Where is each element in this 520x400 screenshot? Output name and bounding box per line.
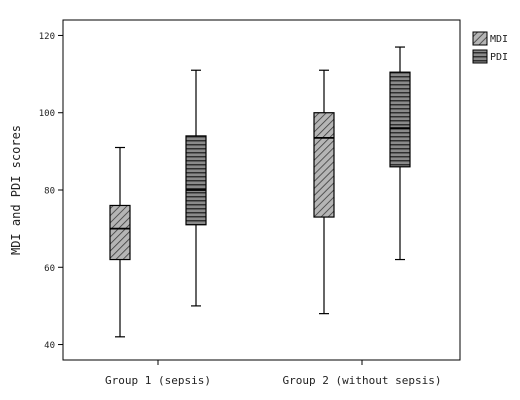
box-pdi-1 <box>185 69 207 307</box>
y-axis-ticks: 40 60 80 100 120 <box>39 32 63 351</box>
box-series <box>109 46 411 338</box>
x-tick-label: Group 1 (sepsis) <box>105 374 211 387</box>
box-iqr <box>185 135 207 226</box>
y-tick-label: 120 <box>39 32 55 42</box>
legend-swatch-mdi <box>472 31 488 46</box>
y-tick-label: 100 <box>39 109 55 119</box>
x-axis-ticks: Group 1 (sepsis) Group 2 (without sepsis) <box>105 360 441 387</box>
legend-label-pdi: PDI <box>490 52 508 63</box>
legend: MDI PDI <box>472 31 508 64</box>
box-pdi-2 <box>389 46 411 261</box>
y-tick-label: 80 <box>44 187 55 197</box>
legend-swatch-pdi <box>472 49 488 64</box>
box-iqr <box>313 112 335 218</box>
y-tick-label: 40 <box>44 341 55 351</box>
y-axis-label: MDI and PDI scores <box>9 125 23 255</box>
box-mdi-1 <box>109 146 131 338</box>
box-mdi-2 <box>313 69 335 315</box>
legend-label-mdi: MDI <box>490 34 508 45</box>
y-tick-label: 60 <box>44 264 55 274</box>
box-iqr <box>109 204 131 261</box>
box-iqr <box>389 71 411 168</box>
x-tick-label: Group 2 (without sepsis) <box>283 374 442 387</box>
